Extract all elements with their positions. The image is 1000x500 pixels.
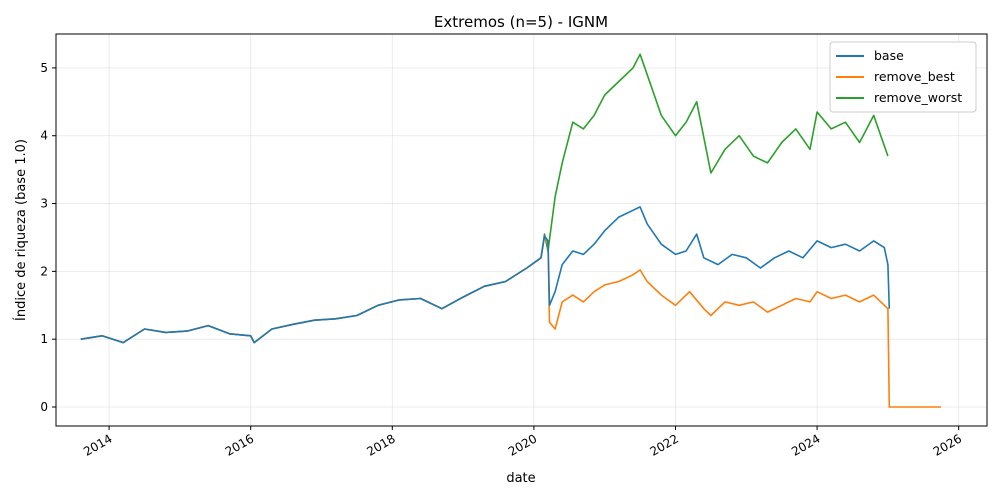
plot-frame xyxy=(55,33,988,427)
chart-title: Extremos (n=5) - IGNM xyxy=(434,13,608,31)
y-tick-label: 0 xyxy=(40,400,48,414)
legend: base remove_best remove_worst xyxy=(829,41,977,113)
series-line-base xyxy=(80,206,891,344)
y-tick-label: 2 xyxy=(40,264,48,278)
y-tick-label: 1 xyxy=(40,332,48,346)
legend-label-remove-best: remove_best xyxy=(874,69,955,84)
legend-label-base: base xyxy=(874,48,904,63)
y-tick-label: 5 xyxy=(40,61,48,75)
y-axis-label: Índice de riqueza (base 1.0) xyxy=(13,139,29,321)
y-tick-label: 3 xyxy=(40,197,48,211)
series-layer xyxy=(80,53,941,408)
legend-frame xyxy=(829,41,977,113)
x-axis-label: date xyxy=(506,471,535,486)
y-tick-label: 4 xyxy=(40,129,48,143)
y-axis-ticks: 0 1 2 3 4 5 xyxy=(40,61,56,414)
legend-label-remove-worst: remove_worst xyxy=(874,90,962,105)
